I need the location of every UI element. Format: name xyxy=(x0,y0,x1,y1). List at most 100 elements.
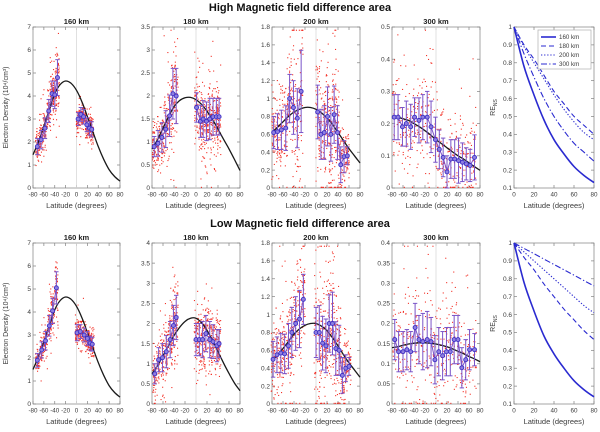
section-high: High Magnetic field difference area -80-… xyxy=(0,2,600,216)
svg-text:7: 7 xyxy=(27,24,31,31)
svg-text:20: 20 xyxy=(443,192,451,199)
y-axis-label: RENS xyxy=(490,314,499,331)
y-axis-label: Electron Density (10⁴/cm³) xyxy=(3,67,10,149)
x-axis-label: Latitude (degrees) xyxy=(406,417,467,426)
svg-text:-80: -80 xyxy=(387,192,397,199)
svg-text:3: 3 xyxy=(146,47,150,54)
svg-text:80: 80 xyxy=(356,408,364,415)
svg-text:0: 0 xyxy=(314,192,318,199)
svg-text:20: 20 xyxy=(203,192,211,199)
mean-markers xyxy=(392,325,477,371)
x-axis-label: Latitude (degrees) xyxy=(286,417,347,426)
svg-text:-20: -20 xyxy=(420,192,430,199)
svg-text:1.8: 1.8 xyxy=(261,240,270,247)
y-axis-label: Electron Density (10⁴/cm³) xyxy=(3,283,10,365)
svg-text:0.3: 0.3 xyxy=(503,149,512,156)
svg-text:80: 80 xyxy=(236,192,244,199)
svg-text:40: 40 xyxy=(550,192,558,199)
svg-text:1.5: 1.5 xyxy=(141,341,150,348)
svg-text:0.5: 0.5 xyxy=(503,114,512,121)
panel-title: 160 km xyxy=(64,17,90,26)
svg-text:-80: -80 xyxy=(267,192,277,199)
svg-text:0: 0 xyxy=(75,408,79,415)
panel-high-300km: -80 -60 -40 -20 0 20 40 60 80 0 0.1 0.2 0.3 0.4 0.5 300… xyxy=(381,17,484,210)
mean-markers xyxy=(34,75,95,150)
panel-row-high: -80 -60 -40 -20 0 20 40 60 80 0 1 2 3 4 5 6 7 160 km Latit… xyxy=(0,16,600,216)
panel-title: 300 km xyxy=(423,233,449,242)
svg-text:-20: -20 xyxy=(61,192,71,199)
svg-text:180 km: 180 km xyxy=(559,43,579,50)
fit-curve xyxy=(151,96,241,171)
svg-text:0.4: 0.4 xyxy=(381,56,390,63)
axis: -80 -60 -40 -20 0 20 40 60 80 0 0.5 1 1.5 2 2.5 3 3.5 xyxy=(141,24,244,198)
mean-markers xyxy=(391,114,477,175)
svg-text:0.5: 0.5 xyxy=(141,162,150,169)
mean-markers xyxy=(151,91,222,150)
svg-text:0.1: 0.1 xyxy=(503,185,512,192)
series-160-km xyxy=(513,242,595,398)
svg-text:1.5: 1.5 xyxy=(141,116,150,123)
error-bars xyxy=(152,67,222,158)
svg-text:0.2: 0.2 xyxy=(261,167,270,174)
scatter-points xyxy=(152,266,222,404)
series-200-km xyxy=(513,242,595,314)
error-bars xyxy=(35,271,95,368)
scatter-points xyxy=(151,29,222,188)
svg-text:60: 60 xyxy=(225,408,233,415)
svg-text:80: 80 xyxy=(356,192,364,199)
panel-title: 160 km xyxy=(64,233,90,242)
section-title-low: Low Magnetic field difference area xyxy=(210,218,390,230)
svg-text:-40: -40 xyxy=(50,192,60,199)
section-low: Low Magnetic field difference area -80 -6… xyxy=(0,216,600,432)
svg-text:1: 1 xyxy=(266,96,270,103)
svg-text:-60: -60 xyxy=(39,408,49,415)
series-180-km xyxy=(513,242,595,341)
svg-text:0.4: 0.4 xyxy=(261,365,270,372)
svg-text:0: 0 xyxy=(75,192,79,199)
panel-row-low: -80 -60 -40 -20 0 20 40 60 80 0 1 2 3 4 5 6 7 160 km Latit… xyxy=(0,232,600,432)
series-300-km xyxy=(513,26,595,162)
panel-title: 300 km xyxy=(423,17,449,26)
svg-text:20: 20 xyxy=(323,192,331,199)
svg-text:0: 0 xyxy=(266,185,270,192)
svg-text:0: 0 xyxy=(146,185,150,192)
svg-text:80: 80 xyxy=(590,192,598,199)
svg-text:40: 40 xyxy=(334,408,342,415)
svg-text:80: 80 xyxy=(476,192,484,199)
panel-title: 200 km xyxy=(303,17,329,26)
x-axis-label: Latitude (degrees) xyxy=(46,417,107,426)
svg-text:2.5: 2.5 xyxy=(141,70,150,77)
svg-text:-40: -40 xyxy=(169,408,179,415)
svg-text:-20: -20 xyxy=(300,408,310,415)
svg-text:20: 20 xyxy=(323,408,331,415)
svg-text:0.6: 0.6 xyxy=(503,96,512,103)
svg-text:-80: -80 xyxy=(147,408,157,415)
svg-text:-60: -60 xyxy=(278,192,288,199)
svg-text:1: 1 xyxy=(508,24,512,31)
svg-text:0.1: 0.1 xyxy=(381,153,390,160)
svg-text:1.4: 1.4 xyxy=(261,276,270,283)
svg-text:2: 2 xyxy=(27,139,31,146)
svg-text:60: 60 xyxy=(570,192,578,199)
svg-text:0.6: 0.6 xyxy=(261,132,270,139)
x-axis-label: Latitude (degrees) xyxy=(166,417,227,426)
panel-high-180km: -80 -60 -40 -20 0 20 40 60 80 0 0.5 1 1.5 2 2.5 3 3.5 180… xyxy=(141,17,244,210)
svg-text:0.4: 0.4 xyxy=(261,149,270,156)
series-180-km xyxy=(513,26,595,135)
scatter-points xyxy=(35,261,95,382)
svg-text:0.8: 0.8 xyxy=(261,330,270,337)
svg-text:60: 60 xyxy=(465,192,473,199)
svg-text:60: 60 xyxy=(106,408,114,415)
svg-text:-40: -40 xyxy=(50,408,60,415)
svg-text:0.6: 0.6 xyxy=(261,348,270,355)
svg-text:20: 20 xyxy=(203,408,211,415)
svg-text:0: 0 xyxy=(194,408,198,415)
svg-text:200 km: 200 km xyxy=(559,52,579,59)
svg-text:0.7: 0.7 xyxy=(503,78,512,85)
svg-text:1: 1 xyxy=(266,312,270,319)
mean-markers xyxy=(270,296,352,378)
svg-text:20: 20 xyxy=(84,192,92,199)
svg-text:1.6: 1.6 xyxy=(261,42,270,49)
panel-low-200km: -80 -60 -40 -20 0 20 40 60 80 0 0.2 0.4 0.6 0.8 1 1.2 1.… xyxy=(261,233,364,426)
mean-markers xyxy=(271,88,350,168)
